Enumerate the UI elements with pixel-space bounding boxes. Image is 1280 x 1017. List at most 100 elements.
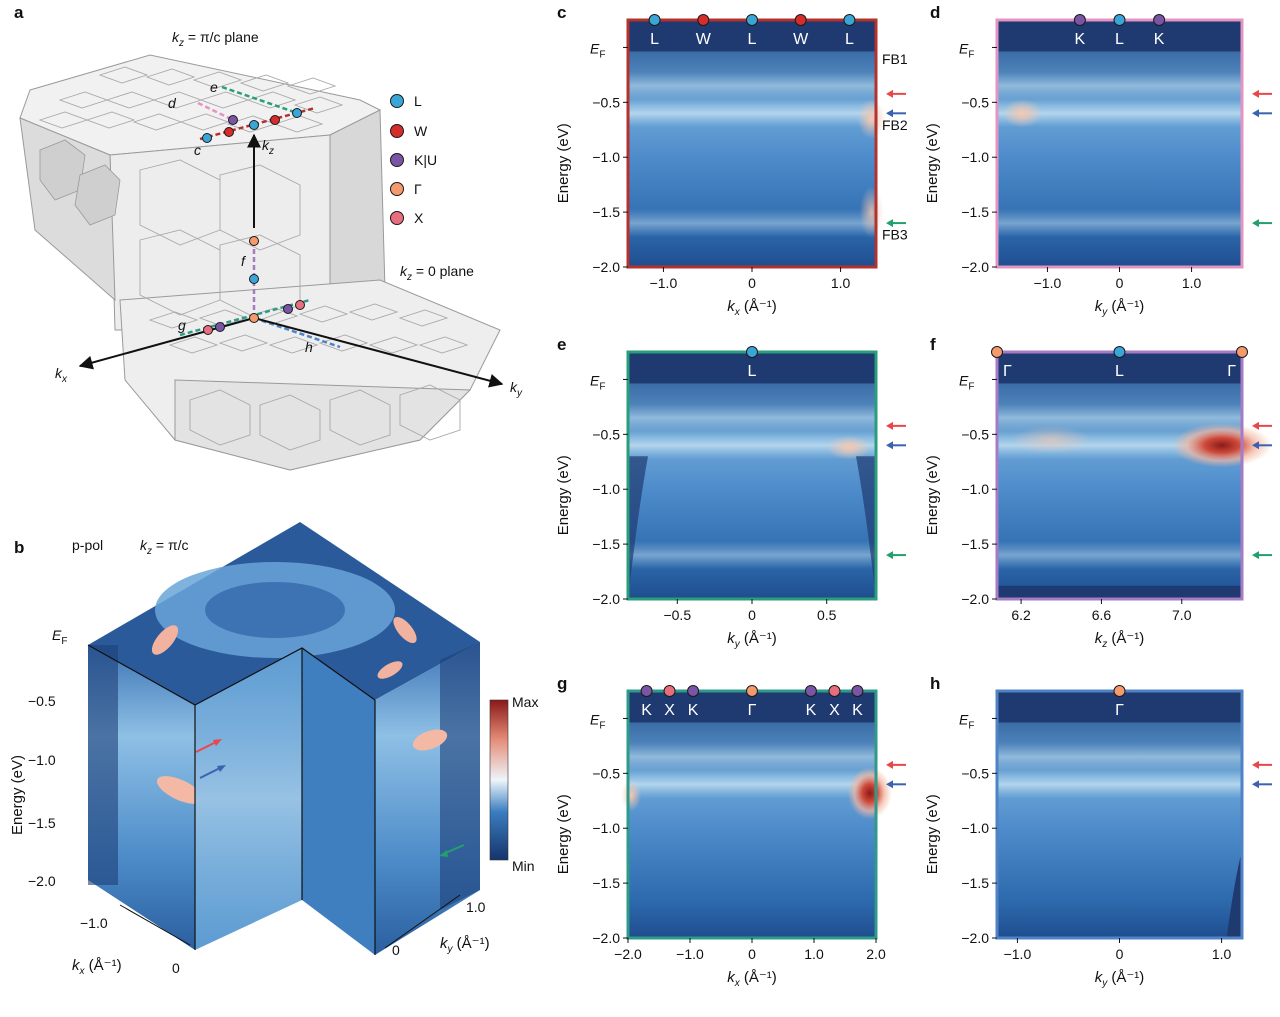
x-tick-label: 1.0	[831, 275, 851, 291]
x-tick-label: −1.0	[1004, 946, 1032, 962]
symmetry-point-marker	[746, 346, 758, 358]
flat-band-arrowhead	[886, 780, 893, 789]
panel-label-h: h	[930, 674, 940, 693]
legend-item-Gamma: Γ	[390, 181, 422, 197]
symmetry-point-label: L	[1115, 363, 1124, 380]
y-axis-label: Energy (eV)	[555, 123, 572, 203]
x-tick-label: 1.0	[1212, 946, 1232, 962]
y-axis-label: Energy (eV)	[555, 455, 572, 535]
flat-band-arrowhead	[1252, 441, 1259, 450]
dark-edge	[628, 456, 648, 599]
x-tick-label: 0	[748, 275, 756, 291]
x-tick-label: 2.0	[866, 946, 886, 962]
symmetry-point-label: X	[829, 702, 840, 719]
symmetry-point-label: L	[650, 31, 659, 48]
symmetry-point-label: Γ	[748, 702, 757, 719]
dark-edge	[856, 456, 876, 599]
y-axis-label: Energy (eV)	[924, 455, 941, 535]
panel-label-b: b	[14, 538, 24, 557]
symmetry-point-label: L	[1115, 31, 1124, 48]
symmetry-point-marker	[794, 14, 807, 26]
symmetry-point-label: K	[806, 702, 817, 719]
x-tick-label: 7.0	[1172, 607, 1192, 623]
x-tick-label: −2.0	[614, 946, 642, 962]
b-ky-tick: 0	[392, 942, 400, 958]
y-tick-label: −1.0	[592, 820, 620, 836]
intensity-spot	[827, 435, 872, 460]
symmetry-point-label: Γ	[1115, 702, 1124, 719]
symmetry-point-marker	[663, 685, 676, 697]
symmetry-point-label: L	[748, 31, 757, 48]
panel-d: d K L K EF −0.5 −1.0 −1.5 −2.0 Energy (eV) −1.0 0 1.…	[924, 3, 1272, 318]
ef-label: EF	[590, 711, 605, 731]
ef-label: EF	[590, 40, 605, 60]
intensity-spot	[1011, 425, 1092, 454]
colorbar	[489, 699, 509, 861]
kx-axis-arrow	[78, 317, 255, 370]
symmetry-point-marker	[828, 685, 841, 697]
kx-label: kx	[55, 365, 68, 385]
x-tick-label: 0.5	[817, 607, 837, 623]
y-tick-label: −1.0	[961, 149, 989, 165]
flat-band-arrowhead	[1252, 551, 1259, 560]
flat-band-arrowhead	[1252, 219, 1259, 228]
y-tick-label: −1.5	[592, 204, 620, 220]
flat-band-arrowhead	[1252, 780, 1259, 789]
y-tick-label: −2.0	[961, 930, 989, 946]
y-tick-label: −2.0	[592, 591, 620, 607]
plane-label-top: kz = π/c plane	[172, 29, 259, 49]
kz-label: kz	[262, 137, 274, 157]
flat-band	[628, 209, 876, 238]
legend-item-KU: K|U	[390, 152, 437, 168]
b-energy-tick: −2.0	[28, 873, 56, 889]
flat-band	[997, 209, 1242, 238]
arrow-blue-b	[199, 766, 223, 779]
symmetry-point-marker	[1153, 14, 1166, 26]
flat-band	[628, 742, 876, 771]
ky-label: ky	[510, 379, 523, 399]
legend-item-W: W	[390, 123, 428, 139]
x-axis-label: kx (Å⁻¹)	[727, 969, 777, 989]
plane-label-bottom: kz = 0 plane	[400, 263, 474, 283]
y-tick-label: −0.5	[592, 426, 620, 442]
arrow-red-b	[195, 740, 219, 753]
intensity-spot	[621, 779, 642, 812]
ef-label: EF	[959, 711, 974, 731]
symmetry-point-marker	[1113, 14, 1126, 26]
x-axis-label: kx (Å⁻¹)	[727, 298, 777, 318]
symmetry-point-label: K	[1075, 31, 1086, 48]
y-axis-label: Energy (eV)	[924, 123, 941, 203]
b-kx-tick: 0	[172, 960, 180, 976]
fb-label: FB1	[882, 51, 908, 67]
flat-band-arrowhead	[886, 441, 893, 450]
b-energy-tick: −0.5	[28, 693, 56, 709]
cut-label-f: f	[241, 253, 247, 269]
symmetry-point-marker	[746, 14, 758, 26]
flat-band-arrowhead	[886, 109, 893, 118]
symmetry-point-marker	[648, 14, 661, 26]
y-tick-label: −1.0	[592, 149, 620, 165]
x-tick-label: 0	[748, 607, 756, 623]
colorbar-max-label: Max	[512, 694, 538, 710]
bottom-dark-region	[997, 585, 1242, 599]
y-axis-label: Energy (eV)	[924, 794, 941, 874]
x-tick-label: 1.0	[1182, 275, 1202, 291]
flat-band	[628, 99, 876, 128]
flat-band-arrowhead	[1252, 760, 1259, 769]
y-tick-label: −1.5	[592, 875, 620, 891]
symmetry-point-label: K	[1154, 31, 1165, 48]
y-tick-label: −1.5	[961, 204, 989, 220]
b-energy-tick: −1.0	[28, 752, 56, 768]
symmetry-point-label: L	[845, 31, 854, 48]
symmetry-point-marker	[687, 685, 700, 697]
y-tick-label: −2.0	[961, 591, 989, 607]
svg-text:Γ: Γ	[414, 181, 422, 197]
y-tick-label: −0.5	[961, 94, 989, 110]
symmetry-point-marker	[1073, 14, 1086, 26]
x-axis-label: ky (Å⁻¹)	[727, 630, 777, 650]
flat-band-arrowhead	[886, 551, 893, 560]
panel-e: e L EF −0.5 −1.0 −1.5 −2.0 Energy (eV) −0.5 0 0.5 k…	[555, 335, 906, 650]
b-energy-tick: −1.5	[28, 815, 56, 831]
intensity-spot	[859, 186, 884, 239]
